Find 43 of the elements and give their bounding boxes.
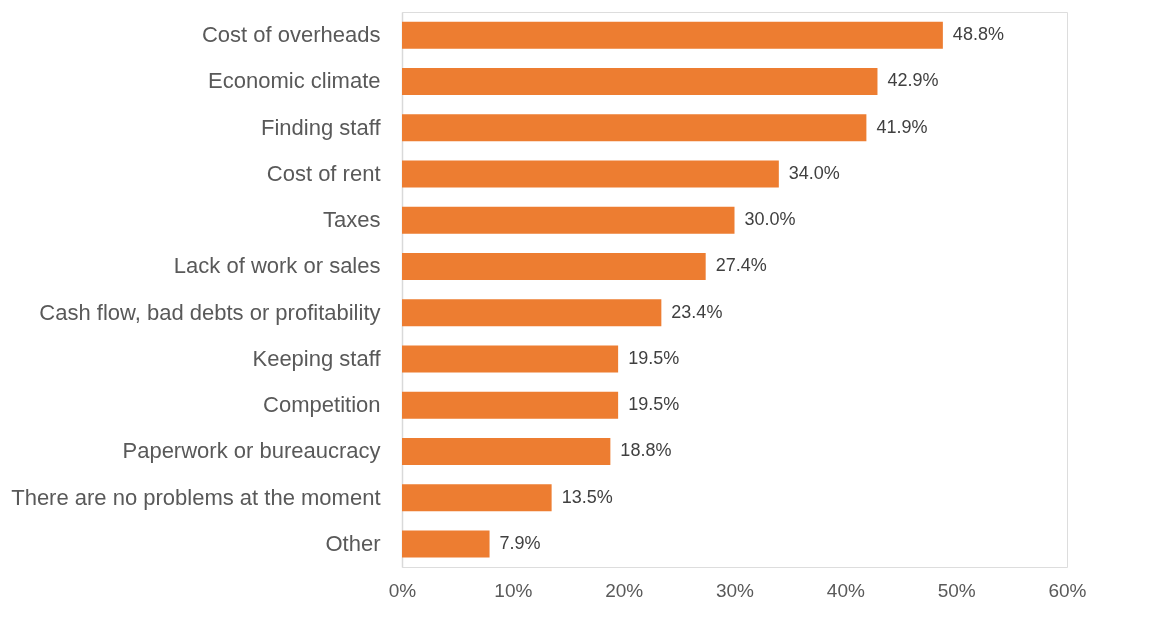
bar [402, 206, 735, 234]
data-label: 30.0% [744, 209, 796, 230]
y-tick-label: Cost of overheads [201, 22, 381, 48]
y-tick-label: Taxes [323, 207, 381, 233]
y-tick-label: Cash flow, bad debts or profitability [39, 299, 381, 325]
bar [402, 67, 878, 95]
data-label: 7.9% [499, 532, 541, 553]
data-label: 41.9% [876, 116, 928, 137]
bar [402, 21, 943, 49]
bar [402, 391, 619, 419]
data-label: 34.0% [788, 162, 840, 183]
x-tick-label: 30% [715, 579, 755, 601]
y-tick-label: Cost of rent [266, 160, 381, 186]
bar [402, 252, 706, 280]
x-tick-label: 50% [937, 579, 976, 601]
data-label: 18.8% [620, 440, 672, 461]
bar [402, 160, 779, 188]
x-tick-label: 20% [605, 579, 644, 601]
y-tick-label: Competition [263, 392, 381, 418]
y-tick-label: There are no problems at the moment [11, 484, 381, 510]
y-tick-label: Paperwork or bureaucracy [122, 438, 381, 464]
bar [402, 345, 619, 373]
data-label: 27.4% [715, 255, 767, 276]
x-tick-label: 10% [494, 579, 533, 601]
x-tick-label: 0% [388, 579, 417, 601]
y-tick-label: Economic climate [208, 68, 381, 94]
bar [402, 299, 662, 327]
bar [402, 530, 490, 558]
y-tick-label: Finding staff [261, 114, 382, 140]
y-tick-label: Keeping staff [252, 345, 382, 371]
bar [402, 484, 552, 512]
x-tick-label: 60% [1048, 579, 1087, 601]
data-label: 13.5% [561, 486, 613, 507]
bar [402, 437, 611, 465]
data-label: 19.5% [628, 347, 680, 368]
data-label: 42.9% [887, 70, 939, 91]
data-label: 19.5% [628, 394, 680, 415]
data-label: 48.8% [952, 24, 1004, 45]
y-tick-label: Other [325, 530, 381, 556]
data-label: 23.4% [671, 301, 723, 322]
y-tick-label: Lack of work or sales [173, 253, 381, 279]
x-tick-label: 40% [826, 579, 865, 601]
bar [402, 114, 867, 142]
